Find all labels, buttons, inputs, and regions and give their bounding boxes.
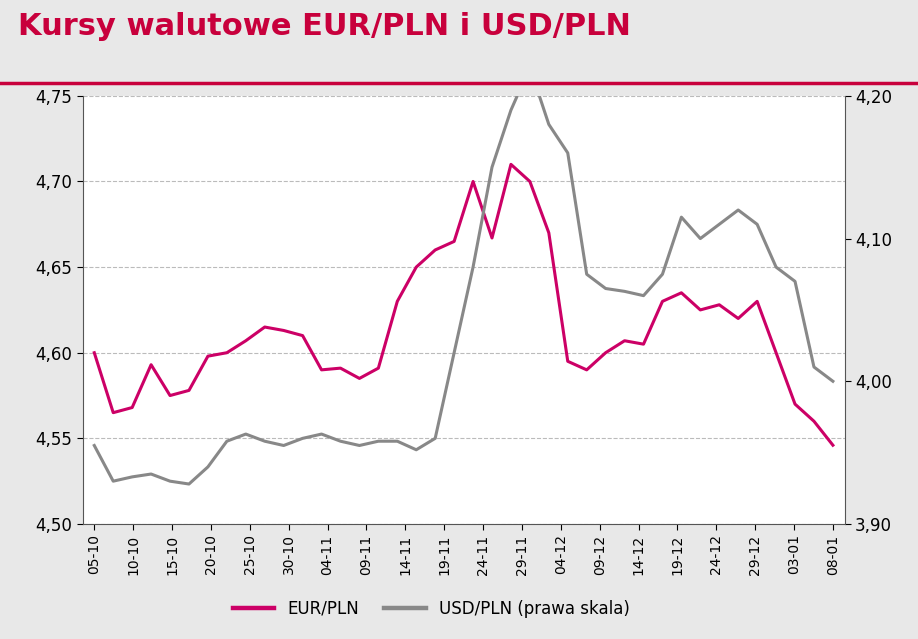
EUR/PLN	[202, 352, 213, 360]
EUR/PLN	[164, 392, 175, 399]
USD/PLN (prawa skala)	[770, 263, 781, 271]
USD/PLN (prawa skala)	[827, 378, 838, 385]
EUR/PLN	[410, 263, 421, 271]
USD/PLN (prawa skala)	[487, 164, 498, 171]
USD/PLN (prawa skala)	[600, 284, 611, 292]
USD/PLN (prawa skala)	[127, 473, 138, 481]
USD/PLN (prawa skala)	[392, 437, 403, 445]
EUR/PLN	[506, 160, 517, 168]
USD/PLN (prawa skala)	[752, 220, 763, 228]
USD/PLN (prawa skala)	[809, 363, 820, 371]
USD/PLN (prawa skala)	[524, 63, 535, 71]
EUR/PLN	[297, 332, 308, 339]
EUR/PLN	[278, 327, 289, 334]
USD/PLN (prawa skala)	[714, 220, 725, 228]
EUR/PLN	[581, 366, 592, 374]
USD/PLN (prawa skala)	[146, 470, 157, 478]
EUR/PLN	[354, 374, 365, 382]
EUR/PLN	[638, 341, 649, 348]
USD/PLN (prawa skala)	[202, 463, 213, 471]
EUR/PLN	[127, 404, 138, 412]
USD/PLN (prawa skala)	[449, 349, 460, 357]
EUR/PLN	[752, 298, 763, 305]
Text: Kursy walutowe EUR/PLN i USD/PLN: Kursy walutowe EUR/PLN i USD/PLN	[18, 12, 632, 42]
EUR/PLN	[714, 301, 725, 309]
EUR/PLN	[335, 364, 346, 372]
USD/PLN (prawa skala)	[297, 435, 308, 442]
USD/PLN (prawa skala)	[184, 480, 195, 488]
USD/PLN (prawa skala)	[638, 292, 649, 300]
USD/PLN (prawa skala)	[789, 277, 800, 285]
USD/PLN (prawa skala)	[410, 446, 421, 454]
USD/PLN (prawa skala)	[335, 437, 346, 445]
EUR/PLN	[241, 337, 252, 344]
USD/PLN (prawa skala)	[221, 437, 232, 445]
EUR/PLN	[449, 238, 460, 245]
USD/PLN (prawa skala)	[430, 435, 441, 442]
USD/PLN (prawa skala)	[506, 106, 517, 114]
EUR/PLN	[809, 417, 820, 425]
USD/PLN (prawa skala)	[657, 270, 668, 278]
USD/PLN (prawa skala)	[241, 430, 252, 438]
USD/PLN (prawa skala)	[581, 270, 592, 278]
USD/PLN (prawa skala)	[543, 121, 554, 128]
USD/PLN (prawa skala)	[259, 437, 270, 445]
USD/PLN (prawa skala)	[562, 149, 573, 157]
USD/PLN (prawa skala)	[733, 206, 744, 214]
EUR/PLN	[562, 357, 573, 365]
Line: USD/PLN (prawa skala): USD/PLN (prawa skala)	[95, 67, 833, 484]
EUR/PLN	[487, 234, 498, 242]
EUR/PLN	[789, 400, 800, 408]
EUR/PLN	[221, 349, 232, 357]
EUR/PLN	[657, 298, 668, 305]
EUR/PLN	[543, 229, 554, 236]
EUR/PLN	[600, 349, 611, 357]
EUR/PLN	[695, 306, 706, 314]
EUR/PLN	[467, 178, 478, 185]
EUR/PLN	[733, 314, 744, 322]
USD/PLN (prawa skala)	[695, 235, 706, 242]
EUR/PLN	[89, 349, 100, 357]
EUR/PLN	[430, 246, 441, 254]
USD/PLN (prawa skala)	[107, 477, 118, 485]
USD/PLN (prawa skala)	[373, 437, 384, 445]
EUR/PLN	[146, 361, 157, 369]
USD/PLN (prawa skala)	[164, 477, 175, 485]
EUR/PLN	[107, 409, 118, 417]
EUR/PLN	[770, 349, 781, 357]
EUR/PLN	[184, 387, 195, 394]
EUR/PLN	[316, 366, 327, 374]
Line: EUR/PLN: EUR/PLN	[95, 164, 833, 445]
EUR/PLN	[524, 178, 535, 185]
USD/PLN (prawa skala)	[89, 442, 100, 449]
USD/PLN (prawa skala)	[278, 442, 289, 449]
EUR/PLN	[619, 337, 630, 344]
EUR/PLN	[373, 364, 384, 372]
EUR/PLN	[827, 442, 838, 449]
USD/PLN (prawa skala)	[316, 430, 327, 438]
EUR/PLN	[259, 323, 270, 331]
USD/PLN (prawa skala)	[354, 442, 365, 449]
Legend: EUR/PLN, USD/PLN (prawa skala): EUR/PLN, USD/PLN (prawa skala)	[226, 593, 637, 624]
USD/PLN (prawa skala)	[676, 213, 687, 221]
USD/PLN (prawa skala)	[467, 263, 478, 271]
EUR/PLN	[392, 298, 403, 305]
EUR/PLN	[676, 289, 687, 296]
USD/PLN (prawa skala)	[619, 288, 630, 295]
